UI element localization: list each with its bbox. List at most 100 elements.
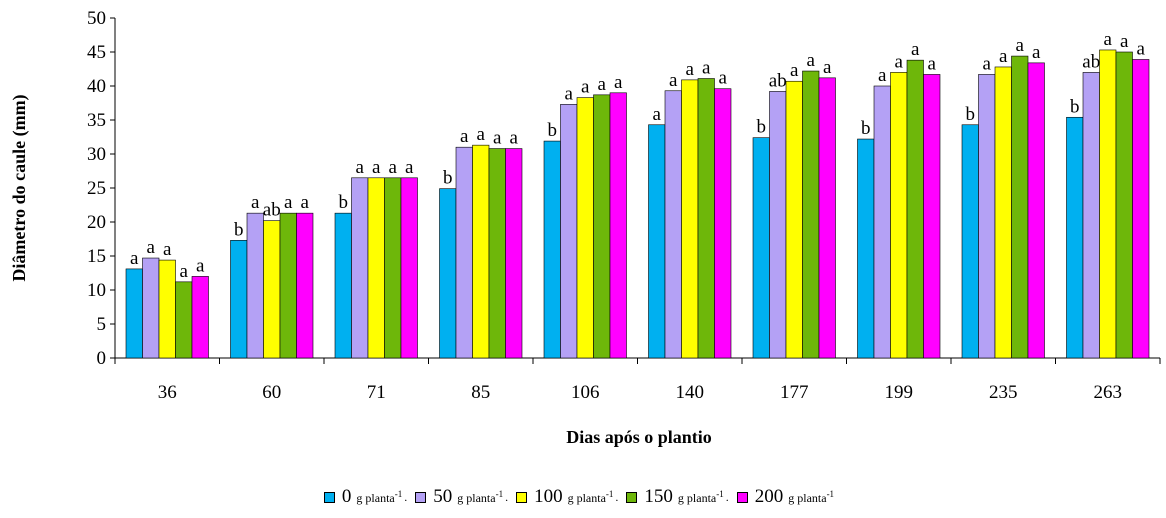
significance-label: a <box>983 53 992 74</box>
significance-label: a <box>356 157 365 178</box>
bar <box>818 77 836 359</box>
legend-item: 100 g planta-1. <box>516 486 618 508</box>
significance-label: a <box>719 68 728 89</box>
significance-label: a <box>1137 38 1146 59</box>
bar <box>560 104 578 359</box>
x-tick-label: 71 <box>367 382 386 403</box>
legend-unit: g planta-1 <box>788 488 835 505</box>
significance-label: a <box>372 157 381 178</box>
significance-label: a <box>581 77 590 98</box>
x-tick-label: 106 <box>571 382 600 403</box>
significance-label: a <box>653 104 662 125</box>
bar <box>923 74 941 359</box>
bar <box>263 220 281 359</box>
y-axis-title: Diâmetro do caule (mm) <box>9 94 30 281</box>
significance-label: a <box>460 126 469 147</box>
bar <box>681 79 699 359</box>
y-tick-label: 30 <box>87 144 106 165</box>
x-tick-label: 85 <box>471 382 490 403</box>
significance-label: a <box>928 53 937 74</box>
x-tick-label: 60 <box>262 382 281 403</box>
legend-unit: g planta-1 <box>677 488 724 505</box>
legend-swatch <box>736 491 748 503</box>
bar <box>142 257 160 359</box>
bar <box>367 177 385 359</box>
bar <box>488 148 506 359</box>
bar <box>873 85 891 359</box>
y-tick-label: 0 <box>97 348 107 369</box>
legend-item: 200 g planta-1 <box>736 486 835 508</box>
bar <box>978 74 996 359</box>
y-tick-label: 50 <box>87 8 106 29</box>
bar <box>697 78 715 359</box>
bar <box>802 70 820 359</box>
bar <box>1066 116 1084 359</box>
bar <box>648 124 666 359</box>
legend-separator: . <box>505 489 509 504</box>
bar <box>351 177 369 359</box>
bar <box>769 91 787 359</box>
legend-dose: 150 <box>644 486 673 507</box>
y-tick-label: 10 <box>87 280 106 301</box>
bar <box>1132 59 1150 359</box>
significance-label: a <box>301 192 310 213</box>
bar <box>230 240 248 359</box>
y-tick-label: 40 <box>87 76 106 97</box>
significance-label: a <box>669 70 678 91</box>
bar <box>543 140 561 359</box>
legend-item: 150 g planta-1. <box>626 486 729 508</box>
legend-swatch <box>415 491 427 503</box>
bar <box>752 137 770 359</box>
bar <box>857 138 875 359</box>
bar <box>472 144 490 359</box>
legend-dose: 100 <box>534 486 563 507</box>
legend-swatch <box>516 491 528 503</box>
legend-item: 50 g planta-1. <box>415 486 508 508</box>
significance-label: a <box>180 261 189 282</box>
significance-label: ab <box>1082 51 1100 72</box>
bar <box>593 94 611 359</box>
significance-label: a <box>790 60 799 81</box>
significance-label: a <box>510 128 519 149</box>
significance-label: a <box>1032 42 1041 63</box>
significance-label: a <box>147 237 156 258</box>
significance-label: a <box>565 83 574 104</box>
significance-label: a <box>1016 35 1025 56</box>
y-tick-label: 25 <box>87 178 106 199</box>
significance-label: a <box>196 255 205 276</box>
legend-separator: . <box>404 489 408 504</box>
bar <box>334 212 352 359</box>
bar <box>125 268 143 359</box>
significance-label: b <box>966 104 976 125</box>
significance-label: a <box>163 239 172 260</box>
legend-swatch <box>626 491 638 503</box>
bar <box>158 259 176 359</box>
bar <box>1115 51 1133 359</box>
x-tick-label: 263 <box>1094 382 1123 403</box>
bar <box>609 92 627 359</box>
bar <box>455 146 473 359</box>
significance-label: b <box>339 192 349 213</box>
significance-label: a <box>895 51 904 72</box>
significance-label: a <box>251 192 260 213</box>
bar <box>1027 62 1045 359</box>
bar <box>1011 55 1029 359</box>
x-axis-title: Dias após o plantio <box>566 427 712 447</box>
x-tick-label: 177 <box>780 382 809 403</box>
bar <box>890 72 908 359</box>
bar <box>400 177 418 359</box>
y-tick-label: 45 <box>87 42 106 63</box>
bar <box>576 97 594 359</box>
significance-label: a <box>1104 29 1113 50</box>
y-tick-label: 5 <box>97 314 107 335</box>
significance-label: b <box>1070 96 1080 117</box>
significance-label: a <box>702 58 711 79</box>
significance-label: a <box>614 72 623 93</box>
significance-label: a <box>598 74 607 95</box>
bar <box>961 124 979 359</box>
significance-label: b <box>234 219 244 240</box>
y-tick-label: 20 <box>87 212 106 233</box>
significance-label: b <box>443 168 453 189</box>
